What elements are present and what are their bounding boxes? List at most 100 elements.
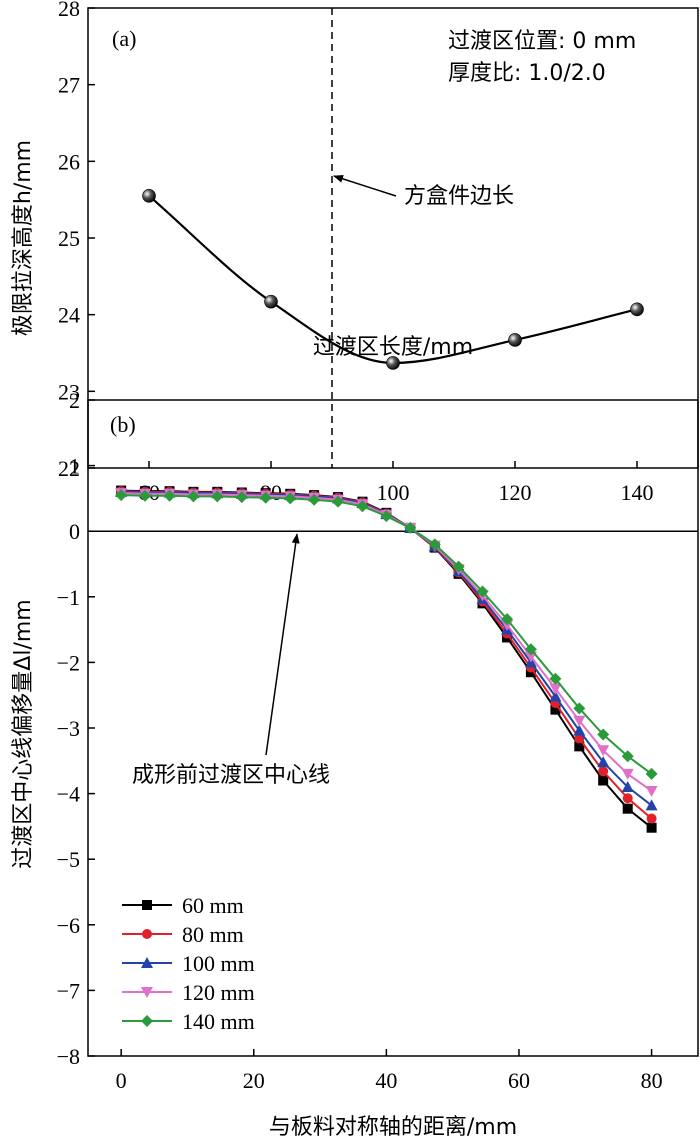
legend-marker	[142, 929, 152, 939]
data-point-b	[380, 510, 393, 523]
y-tick-label-b: −5	[57, 847, 80, 872]
x-tick-label-b: 0	[116, 1068, 127, 1093]
data-point-b	[549, 690, 562, 702]
data-point-b	[115, 489, 128, 502]
data-point-b	[550, 704, 561, 715]
plot-frame-a	[87, 7, 699, 469]
y-tick-label-a: 27	[58, 73, 80, 98]
data-point-b	[549, 683, 562, 695]
data-point-b	[622, 803, 633, 814]
y-tick-label-a: 24	[58, 303, 80, 328]
data-point-b	[621, 781, 634, 793]
series-line-b	[121, 494, 653, 775]
x-tick-label-b: 80	[641, 1068, 663, 1093]
data-point-b	[573, 702, 586, 715]
data-point-b	[597, 728, 610, 741]
legend-label: 80 mm	[182, 922, 244, 947]
legend-marker	[142, 900, 152, 910]
y-tick-label-b: −8	[57, 1044, 80, 1069]
chart-b: 0 20 40 60 80 2 1 0 −1 −2 −3 −4 −5 −6 −7 −8 与板料对称轴的距离/mm…	[11, 388, 699, 1140]
panel-label-b: (b)	[110, 412, 136, 437]
data-point-b	[621, 750, 634, 763]
y-tick-label-a: 28	[58, 0, 80, 21]
data-point-a	[264, 294, 278, 309]
x-tick-label-b: 20	[243, 1068, 265, 1093]
data-point-b	[597, 745, 610, 757]
legend-marker	[141, 1015, 153, 1027]
data-point-b	[646, 822, 657, 833]
y-tick-label-b: 2	[69, 388, 80, 413]
series-line-b	[121, 492, 653, 792]
info-text-line2: 厚度比: 1.0/2.0	[448, 61, 606, 86]
legend-label: 60 mm	[182, 893, 244, 918]
data-point-b	[211, 490, 224, 503]
y-axis-label-a: 极限拉深高度h/mm	[11, 140, 36, 336]
vline-arrow	[333, 174, 397, 197]
y-axis-label-b: 过渡区中心线偏移量Δl/mm	[11, 599, 36, 868]
data-point-b	[452, 560, 465, 573]
y-tick-label-b: −2	[57, 650, 80, 675]
legend-label: 100 mm	[182, 951, 255, 976]
y-tick-label-b: −6	[57, 913, 80, 938]
data-point-b	[574, 733, 585, 744]
data-point-b	[308, 493, 321, 506]
data-point-b	[645, 785, 658, 797]
reference-line-label: 成形前过渡区中心线	[132, 763, 330, 788]
info-text-line1: 过渡区位置: 0 mm	[448, 29, 636, 54]
y-tick-label-b: −3	[57, 716, 80, 741]
data-point-a	[386, 356, 400, 370]
data-point-b	[549, 672, 562, 685]
x-tick-label-a: 140	[621, 480, 654, 505]
data-point-b	[597, 756, 610, 768]
data-point-a	[630, 302, 644, 317]
data-point-b	[646, 813, 657, 824]
y-tick-label-b: 0	[69, 519, 80, 544]
data-point-b	[428, 538, 441, 551]
y-tick-label-b: −1	[57, 585, 80, 610]
y-tick-label-b: −4	[57, 782, 80, 807]
data-point-b	[573, 715, 586, 727]
data-point-a	[508, 333, 522, 347]
y-tick-label-a: 22	[58, 456, 80, 481]
data-point-b	[524, 643, 537, 656]
data-point-b	[598, 766, 609, 777]
data-point-b	[622, 793, 633, 804]
data-point-a	[142, 189, 156, 203]
data-point-b	[284, 492, 297, 505]
data-point-b	[573, 724, 586, 736]
data-point-b	[331, 495, 344, 508]
x-tick-label-b: 40	[375, 1068, 397, 1093]
data-point-b	[598, 775, 609, 786]
vline-label: 方盒件边长	[404, 184, 514, 209]
data-point-b	[621, 768, 634, 780]
data-point-b	[645, 767, 658, 780]
legend-label: 140 mm	[182, 1009, 255, 1034]
reference-line-arrow	[265, 533, 300, 756]
y-tick-label-a: 25	[58, 226, 80, 251]
data-point-b	[501, 613, 514, 626]
y-tick-label-a: 26	[58, 149, 80, 174]
legend-marker	[141, 987, 153, 998]
data-point-b	[163, 489, 176, 502]
data-point-b	[476, 585, 489, 598]
series-line-b	[121, 490, 653, 807]
x-tick-label-a: 120	[499, 480, 532, 505]
data-point-b	[574, 741, 585, 752]
legend-label: 120 mm	[182, 980, 255, 1005]
data-point-b	[235, 491, 248, 504]
y-tick-label-a: 23	[58, 379, 80, 404]
data-point-b	[356, 500, 369, 513]
data-point-b	[139, 489, 152, 502]
x-tick-label-b: 60	[508, 1068, 530, 1093]
data-point-b	[259, 491, 272, 504]
data-point-b	[187, 490, 200, 503]
y-tick-label-b: 1	[69, 454, 80, 479]
data-point-b	[404, 521, 417, 534]
panel-label-a: (a)	[112, 26, 136, 51]
x-axis-label-b: 与板料对称轴的距离/mm	[269, 1115, 517, 1140]
x-tick-label-a: 100	[377, 480, 410, 505]
legend-marker	[141, 957, 153, 968]
y-tick-label-b: −7	[57, 978, 80, 1003]
data-point-b	[645, 799, 658, 811]
